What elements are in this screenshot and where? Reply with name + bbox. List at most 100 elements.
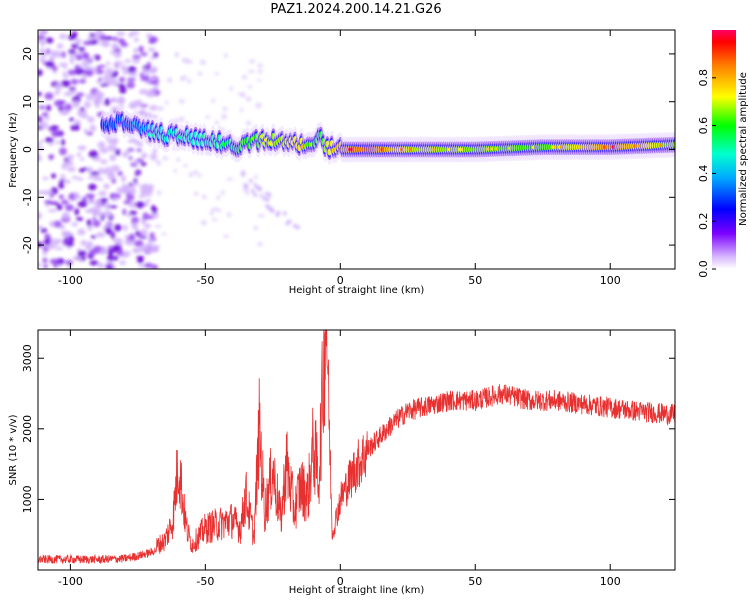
noise-blob <box>258 214 265 218</box>
x-tick-label: -100 <box>58 274 83 287</box>
noise-blob <box>77 228 86 236</box>
noise-blob <box>44 200 53 204</box>
noise-blob <box>209 209 214 216</box>
noise-blob <box>205 115 210 120</box>
noise-blob <box>124 235 130 239</box>
noise-blob <box>44 92 54 100</box>
x-tick-label: -100 <box>58 575 83 588</box>
chart-title: PAZ1.2024.200.14.21.G26 <box>270 2 442 17</box>
noise-blob <box>249 59 255 64</box>
noise-blob <box>129 138 138 142</box>
noise-blob <box>134 101 143 107</box>
noise-blob <box>226 177 234 181</box>
noise-blob <box>92 219 101 228</box>
x-tick-label: 50 <box>468 575 482 588</box>
noise-blob <box>140 187 145 196</box>
noise-blob <box>99 146 109 154</box>
x-tick-label: -50 <box>196 575 214 588</box>
noise-blob <box>150 204 156 210</box>
noise-blob <box>257 68 263 74</box>
noise-blob <box>245 96 252 102</box>
noise-blob <box>257 63 263 68</box>
noise-blob <box>74 124 80 131</box>
noise-blob <box>131 216 140 224</box>
noise-blob <box>105 227 112 235</box>
tail-blob <box>256 185 261 190</box>
noise-blob <box>49 154 54 161</box>
tail-blob <box>270 209 275 214</box>
noise-blob <box>106 138 116 144</box>
noise-blob <box>220 189 225 196</box>
x-tick-label: 100 <box>600 274 621 287</box>
noise-blob <box>63 61 68 70</box>
noise-blob <box>58 62 65 67</box>
noise-blob <box>259 193 265 200</box>
noise-blob <box>71 175 79 180</box>
noise-blob <box>74 208 80 216</box>
noise-blob <box>143 223 151 229</box>
noise-blob <box>39 121 49 129</box>
noise-blob <box>59 33 67 40</box>
noise-blob <box>70 78 79 85</box>
noise-blob <box>38 154 42 162</box>
noise-blob <box>188 172 194 178</box>
noise-blob <box>133 222 138 229</box>
colorbar-tick-label: 0.0 <box>697 260 710 278</box>
y-tick-label: 0 <box>21 146 34 153</box>
noise-blob <box>38 262 42 268</box>
noise-blob <box>257 241 263 247</box>
x-tick-label: 0 <box>337 274 344 287</box>
spectrogram-y-axis-label: Frequency (Hz) <box>8 112 19 188</box>
noise-blob <box>151 264 158 269</box>
snr-series-line <box>38 330 675 565</box>
y-tick-label: -20 <box>21 236 34 254</box>
noise-blob <box>55 140 60 145</box>
noise-blob <box>68 49 77 54</box>
noise-blob <box>106 173 116 180</box>
noise-blob <box>102 73 113 82</box>
noise-blob <box>80 239 88 246</box>
noise-blob <box>128 104 136 109</box>
noise-blob <box>140 52 148 57</box>
noise-blob <box>146 61 152 70</box>
noise-blob <box>76 152 82 158</box>
noise-blob <box>84 68 94 77</box>
noise-blob <box>62 75 70 79</box>
noise-blob <box>120 42 129 48</box>
noise-blob <box>125 185 136 193</box>
noise-blob <box>181 57 188 64</box>
noise-blob <box>39 139 44 143</box>
noise-blob <box>110 165 121 172</box>
noise-blob <box>257 78 261 83</box>
noise-blob <box>110 78 119 87</box>
tail-blob <box>276 210 281 215</box>
noise-blob <box>150 245 159 252</box>
noise-blob <box>157 189 162 196</box>
noise-blob <box>140 152 148 159</box>
noise-blob <box>61 51 66 59</box>
snr-y-axis-label: SNR (10 * v/v) <box>8 414 19 485</box>
noise-blob <box>47 138 55 142</box>
x-tick-label: 50 <box>468 274 482 287</box>
noise-blob <box>72 100 80 109</box>
tail-blob <box>253 192 258 197</box>
noise-blob <box>201 194 207 200</box>
noise-blob <box>226 212 232 218</box>
noise-blob <box>43 264 49 269</box>
noise-blob <box>50 125 60 130</box>
noise-blob <box>66 154 75 160</box>
noise-blob <box>92 67 98 72</box>
noise-blob <box>154 224 162 228</box>
colorbar-ticks: 0.0 0.2 0.4 0.6 0.8 <box>697 69 716 278</box>
noise-blob <box>117 96 125 103</box>
noise-blob <box>178 116 185 122</box>
x-tick-label: 100 <box>600 575 621 588</box>
noise-blob <box>42 257 48 264</box>
noise-blob <box>87 116 95 123</box>
noise-blob <box>79 157 85 161</box>
noise-blob <box>119 85 127 94</box>
noise-blob <box>38 91 42 97</box>
noise-blob <box>39 57 47 63</box>
noise-blob <box>222 106 228 112</box>
